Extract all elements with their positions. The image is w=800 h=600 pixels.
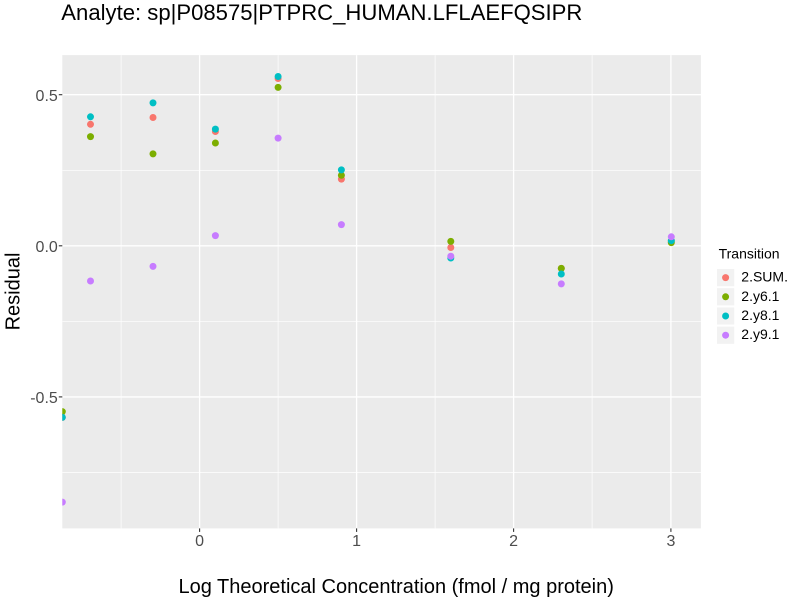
svg-text:2.SUM.: 2.SUM. — [741, 269, 788, 285]
svg-text:2.y9.1: 2.y9.1 — [741, 326, 779, 342]
svg-text:-0.5: -0.5 — [30, 390, 58, 407]
svg-text:0: 0 — [195, 533, 204, 550]
svg-text:2.y8.1: 2.y8.1 — [741, 307, 779, 323]
svg-text:3: 3 — [666, 533, 675, 550]
svg-text:Analyte: sp|P08575|PTPRC_HUMAN: Analyte: sp|P08575|PTPRC_HUMAN.LFLAEFQSI… — [61, 0, 582, 25]
svg-text:0.0: 0.0 — [36, 239, 58, 256]
svg-text:2: 2 — [509, 533, 518, 550]
svg-text:Transition: Transition — [719, 245, 780, 261]
svg-text:Log Theoretical Concentration: Log Theoretical Concentration (fmol / mg… — [178, 576, 613, 598]
svg-text:2.y6.1: 2.y6.1 — [741, 288, 779, 304]
svg-text:0.5: 0.5 — [36, 88, 58, 105]
svg-text:1: 1 — [352, 533, 361, 550]
svg-text:Residual: Residual — [3, 253, 25, 331]
